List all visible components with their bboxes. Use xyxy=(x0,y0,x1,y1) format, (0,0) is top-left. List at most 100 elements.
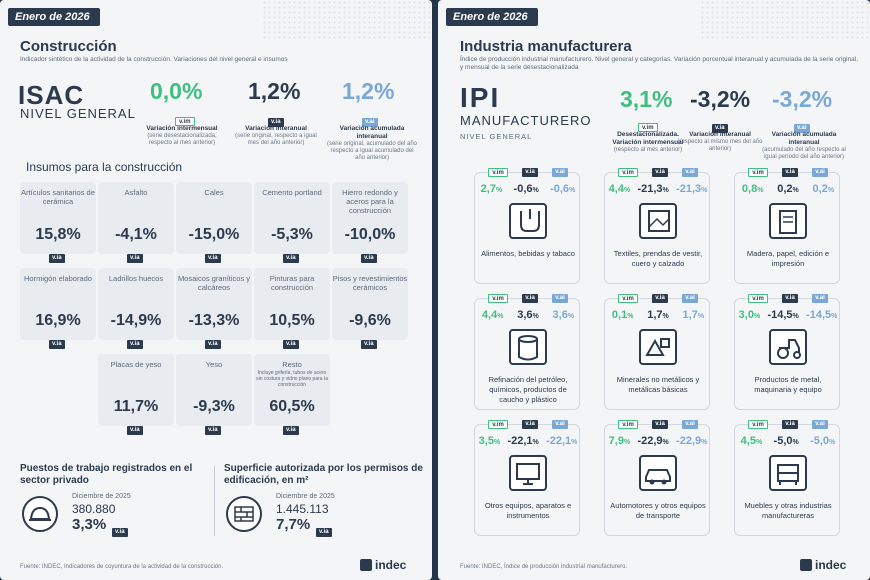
badge-vim: v.im xyxy=(748,294,768,303)
badge-via: v.ia xyxy=(652,294,668,303)
area-count: 1.445.113 xyxy=(276,502,329,516)
category-card: v.im v.ia v.ai 7,9% -22,9% -22,9% Automotores … xyxy=(604,420,710,536)
paper-icon xyxy=(769,203,807,239)
badge-vim: v.im xyxy=(488,420,508,429)
badge-via: v.ia xyxy=(522,168,538,177)
dot-pattern xyxy=(700,0,870,40)
badge-via: v.ia xyxy=(782,294,798,303)
oil-barrel-icon xyxy=(509,329,547,365)
badge-via: v.ia xyxy=(316,528,332,537)
vim-value: 0,8% xyxy=(741,183,764,195)
headline-vim-caption: Desestacionalizada. Variación intermensu… xyxy=(612,131,684,153)
panel-subtitle: Indicador sintético de la actividad de l… xyxy=(20,56,288,63)
index-name: IPI xyxy=(460,82,501,113)
category-card: v.im v.ia v.ai 2,7% -0,6% -0,6% Alimentos, beb… xyxy=(474,168,580,284)
jobs-title: Puestos de trabajo registrados en el sec… xyxy=(20,463,193,486)
badge-vai: v.ai xyxy=(552,420,568,429)
badge-vim: v.im xyxy=(175,117,195,126)
badge-vim: v.im xyxy=(748,420,768,429)
indec-logo: indec xyxy=(360,558,406,572)
construction-panel: Enero de 2026 Construcción Indicador sin… xyxy=(0,0,432,580)
vehicle-icon xyxy=(639,455,677,491)
badge-vim: v.im xyxy=(488,294,508,303)
section-divider xyxy=(214,466,215,536)
badge-via: v.ia xyxy=(652,420,668,429)
category-name: Refinación del petróleo, químicos, produ… xyxy=(488,375,568,404)
category-name: Madera, papel, edición e impresión xyxy=(746,249,830,268)
headline-vim-caption: Variación intermensual (serie desestacion… xyxy=(146,125,218,146)
area-value: 7,7% xyxy=(276,516,311,533)
badge-via: v.ia xyxy=(652,168,668,177)
vim-value: 4,4% xyxy=(481,309,504,321)
panel-title: Industria manufacturera xyxy=(460,38,632,55)
vim-value: 0,1% xyxy=(611,309,634,321)
badge-vim: v.im xyxy=(618,294,638,303)
indec-logo: indec xyxy=(800,558,846,572)
category-name: Alimentos, bebidas y tabaco xyxy=(481,249,575,258)
input-tile: Mosaicos graníticos y calcáreos -13,3% v.i… xyxy=(176,268,252,349)
badge-via: v.ia xyxy=(522,420,538,429)
via-value: -22,9% xyxy=(637,435,669,447)
via-value: 1,7% xyxy=(647,309,669,321)
tractor-icon xyxy=(769,329,807,365)
badge-via: v.ia xyxy=(782,420,798,429)
via-value: 0,2% xyxy=(777,183,799,195)
headline-vai-caption: Variación acumulada interanual (serie ori… xyxy=(326,125,418,161)
via-value: -21,3% xyxy=(637,183,669,195)
jobs-value: 3,3% xyxy=(72,516,107,533)
headline-vai-value: 1,2% xyxy=(342,78,395,104)
input-tile: Pisos y revestimientos cerámicos -9,6% v.i… xyxy=(332,268,408,349)
month-label: Enero de 2026 xyxy=(8,8,100,26)
headline-via-caption: Variación interanual (serie original, res… xyxy=(235,125,317,146)
badge-vai: v.ai xyxy=(362,118,378,127)
badge-vim: v.im xyxy=(488,168,508,177)
input-tile: Hierro redondo y aceros para la construc… xyxy=(332,182,408,263)
input-tile: Pinturas para construcción 10,5% v.ia xyxy=(254,268,330,349)
vai-value: 3,6% xyxy=(552,309,575,321)
vai-value: 0,2% xyxy=(812,183,835,195)
jobs-count: 380.880 xyxy=(72,502,116,516)
input-tile: Ladrillos huecos -14,9% v.ia xyxy=(98,268,174,349)
area-period: Diciembre de 2025 xyxy=(276,493,335,500)
via-value: -14,5% xyxy=(767,309,799,321)
furniture-icon xyxy=(769,455,807,491)
vim-value: 3,0% xyxy=(738,309,761,321)
via-value: -5,0% xyxy=(773,435,799,447)
category-card: v.im v.ia v.ai 3,5% -22,1% -22,1% Otros equipo… xyxy=(474,420,580,536)
badge-via: v.ia xyxy=(268,118,284,127)
via-value: 3,6% xyxy=(517,309,539,321)
badge-via: v.ia xyxy=(522,294,538,303)
badge-vai: v.ai xyxy=(794,124,810,133)
badge-vim: v.im xyxy=(638,123,658,132)
via-value: -0,6% xyxy=(513,183,539,195)
badge-vim: v.im xyxy=(618,420,638,429)
vai-value: -5,0% xyxy=(810,435,836,447)
area-title: Superficie autorizada por los permisos d… xyxy=(224,463,423,486)
category-name: Muebles y otras industrias manufacturera… xyxy=(744,501,832,520)
category-card: v.im v.ia v.ai 4,4% -21,3% -21,3% Textiles, pr… xyxy=(604,168,710,284)
vai-value: -22,9% xyxy=(676,435,708,447)
vai-value: 1,7% xyxy=(682,309,705,321)
manufacturing-panel: Enero de 2026 Industria manufacturera Ín… xyxy=(438,0,870,580)
food-icon xyxy=(509,203,547,239)
source-note: Fuente: INDEC, Índice de producción indu… xyxy=(460,564,628,570)
input-tile: Resto Incluye grifería, tubos de acero si… xyxy=(254,354,330,435)
headline-vai-caption: Variación acumulada interanual (acumulado… xyxy=(762,131,846,160)
category-card: v.im v.ia v.ai 4,4% 3,6% 3,6% Refinación del p… xyxy=(474,294,580,410)
vai-value: -0,6% xyxy=(550,183,576,195)
category-name: Textiles, prendas de vestir, cuero y cal… xyxy=(613,249,703,268)
headline-vim-value: 3,1% xyxy=(620,86,673,112)
category-card: v.im v.ia v.ai 3,0% -14,5% -14,5% Productos de… xyxy=(734,294,840,410)
vai-value: -22,1% xyxy=(546,435,578,447)
vim-value: 4,5% xyxy=(740,435,763,447)
category-name: Productos de metal, maquinaria y equipo xyxy=(754,375,822,394)
input-tile: Cales -15,0% v.ia xyxy=(176,182,252,263)
badge-vai: v.ai xyxy=(552,168,568,177)
month-label: Enero de 2026 xyxy=(446,8,538,26)
panel-subtitle: Índice de producción industrial manufact… xyxy=(460,56,859,71)
vim-value: 7,9% xyxy=(608,435,631,447)
category-card: v.im v.ia v.ai 0,8% 0,2% 0,2% Madera, papel, e… xyxy=(734,168,840,284)
badge-via: v.ia xyxy=(782,168,798,177)
minerals-icon xyxy=(639,329,677,365)
category-name: Minerales no metálicos y metálicas básic… xyxy=(616,375,700,394)
